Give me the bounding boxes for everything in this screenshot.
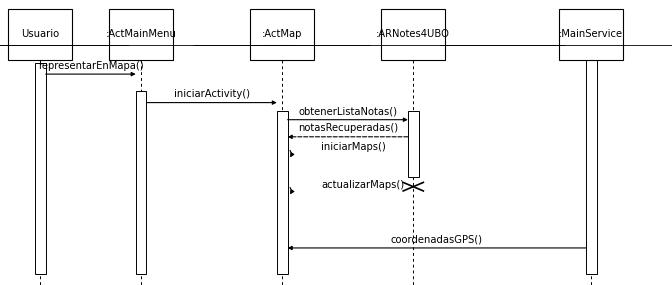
Bar: [109, 9, 173, 60]
Bar: [382, 9, 445, 60]
Text: :ARNotes4UBO: :ARNotes4UBO: [376, 29, 450, 39]
Bar: [250, 9, 314, 60]
Bar: [277, 111, 288, 274]
Text: actualizarMaps(): actualizarMaps(): [321, 180, 404, 190]
Text: Usuario: Usuario: [22, 29, 59, 39]
Bar: [408, 111, 419, 177]
Text: representarEnMapa(): representarEnMapa(): [38, 61, 144, 71]
Bar: [136, 91, 146, 274]
Text: coordenadasGPS(): coordenadasGPS(): [391, 235, 482, 245]
Bar: [559, 9, 624, 60]
Text: iniciarActivity(): iniciarActivity(): [173, 89, 250, 99]
Text: iniciarMaps(): iniciarMaps(): [321, 142, 386, 152]
Bar: [586, 28, 597, 274]
Bar: [8, 9, 73, 60]
Text: notasRecuperadas(): notasRecuperadas(): [298, 123, 398, 133]
Text: obtenerListaNotas(): obtenerListaNotas(): [298, 106, 397, 116]
Text: :MainService: :MainService: [559, 29, 624, 39]
Text: :ActMainMenu: :ActMainMenu: [106, 29, 177, 39]
Text: :ActMap: :ActMap: [262, 29, 302, 39]
Bar: [35, 63, 46, 274]
